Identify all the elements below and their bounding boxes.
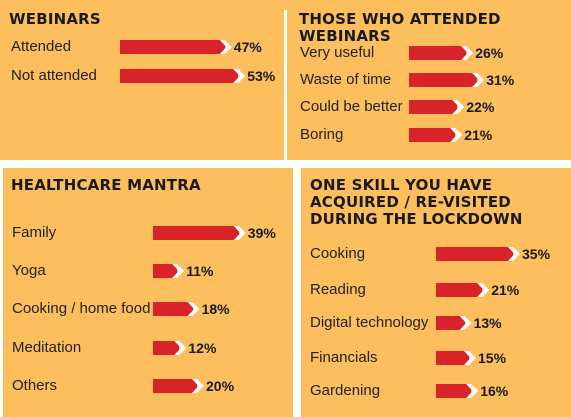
chart-title: HEALTHCARE MANTRA xyxy=(11,176,201,194)
category-label: Attended xyxy=(11,38,72,55)
bar xyxy=(120,40,225,54)
bar xyxy=(409,73,478,87)
value-label: 13% xyxy=(473,315,502,331)
bar xyxy=(153,379,197,393)
category-label: Family xyxy=(12,224,57,241)
value-label: 11% xyxy=(186,263,214,279)
panel-divider xyxy=(284,10,287,160)
category-label: Boring xyxy=(300,126,344,143)
category-label: Others xyxy=(12,377,58,394)
category-label: Gardening xyxy=(310,382,381,399)
panel-healthcare xyxy=(3,168,293,417)
category-label: Waste of time xyxy=(300,71,392,88)
bar xyxy=(120,69,239,83)
chart-title: ONE SKILL YOU HAVE ACQUIRED / RE-VISITED… xyxy=(310,176,523,228)
bar xyxy=(409,128,456,142)
bar xyxy=(436,351,469,365)
category-label: Could be better xyxy=(300,98,403,115)
value-label: 22% xyxy=(466,99,495,115)
value-label: 53% xyxy=(247,68,276,84)
value-label: 31% xyxy=(486,72,515,88)
chart-title: THOSE WHO ATTENDED WEBINARS xyxy=(299,10,501,45)
value-label: 18% xyxy=(201,301,230,317)
category-label: Cooking xyxy=(310,245,366,262)
category-label: Very useful xyxy=(300,44,375,61)
value-label: 39% xyxy=(247,225,276,241)
bar xyxy=(436,247,513,261)
value-label: 16% xyxy=(480,383,509,399)
category-label: Cooking / home food xyxy=(12,300,151,317)
bar xyxy=(409,46,467,60)
category-label: Not attended xyxy=(11,67,97,84)
value-label: 21% xyxy=(464,127,493,143)
value-label: 35% xyxy=(522,246,551,262)
bar xyxy=(436,283,483,297)
bar xyxy=(436,316,465,330)
bar xyxy=(409,100,458,114)
category-label: Reading xyxy=(310,281,366,298)
bar xyxy=(153,302,193,316)
value-label: 21% xyxy=(491,282,520,298)
category-label: Digital technology xyxy=(310,314,429,331)
value-label: 26% xyxy=(475,45,504,61)
value-label: 15% xyxy=(478,350,507,366)
chart-title: WEBINARS xyxy=(9,10,101,28)
bar xyxy=(436,384,472,398)
value-label: 47% xyxy=(233,39,262,55)
category-label: Yoga xyxy=(12,262,46,279)
category-label: Financials xyxy=(310,349,378,366)
value-label: 20% xyxy=(206,378,235,394)
bar xyxy=(153,226,239,240)
bar xyxy=(153,264,178,278)
value-label: 12% xyxy=(188,340,217,356)
bar xyxy=(153,341,180,355)
category-label: Meditation xyxy=(12,339,82,356)
